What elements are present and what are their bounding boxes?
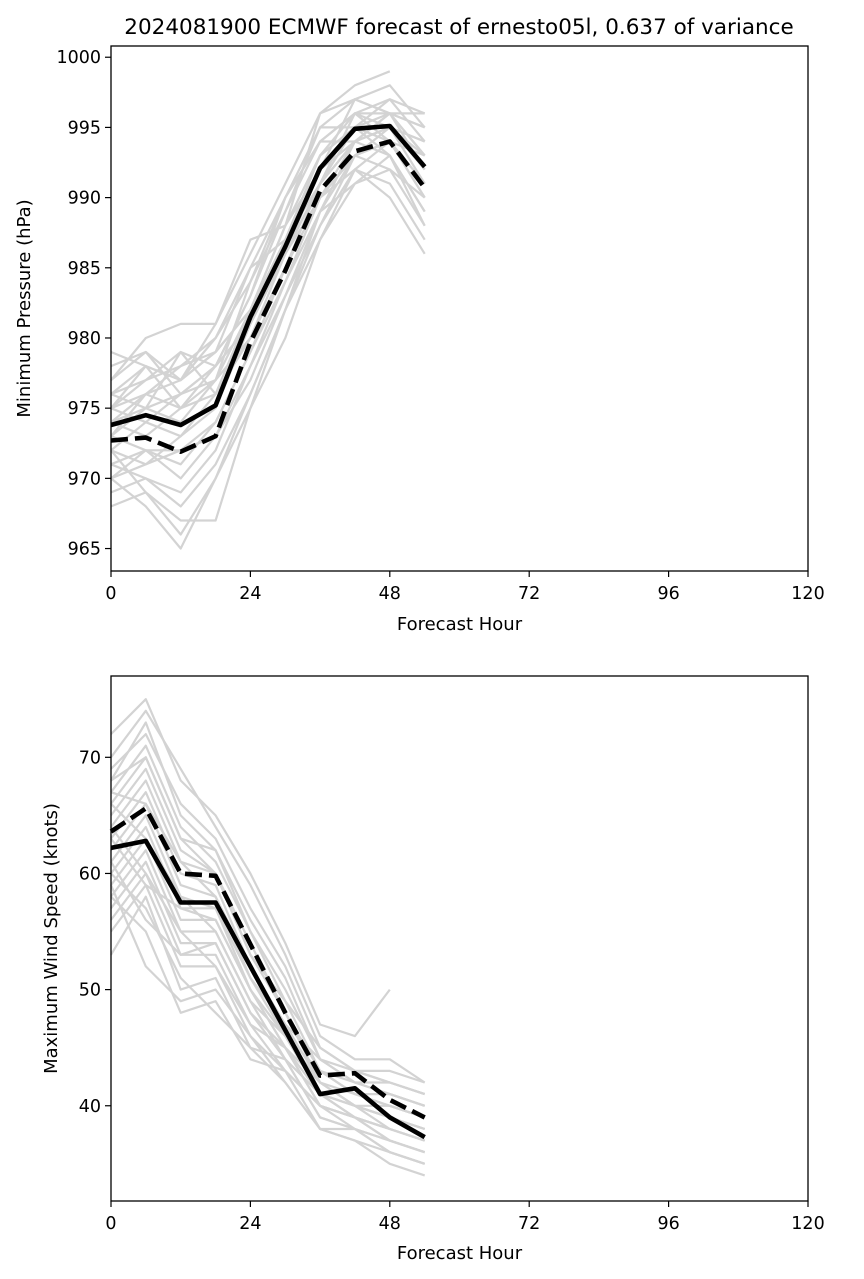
wind-ensemble-member-1 bbox=[110, 698, 391, 1038]
pressure-x-ticks: 0 24 48 72 96 120 bbox=[105, 571, 825, 604]
figure-title: 2024081900 ECMWF forecast of ernesto05l,… bbox=[124, 15, 793, 40]
wind-x-tick-label: 96 bbox=[657, 1214, 679, 1234]
wind-x-tick-label: 48 bbox=[379, 1214, 401, 1234]
pressure-ensemble-member-23 bbox=[110, 154, 426, 550]
pressure-y-ticks: 965 970 975 980 985 990 995 1000 bbox=[56, 48, 111, 560]
wind-x-tick-label: 72 bbox=[518, 1214, 540, 1234]
wind-ensemble-member-25 bbox=[109, 884, 426, 1165]
pressure-x-tick-label: 72 bbox=[518, 584, 540, 604]
wind-ensemble-member-27 bbox=[110, 837, 426, 1142]
pressure-ensemble-member-26 bbox=[110, 112, 426, 410]
pressure-y-tick-label: 990 bbox=[68, 189, 101, 209]
pressure-solid-mean-line bbox=[110, 123, 427, 428]
pressure-x-tick-label: 24 bbox=[239, 584, 261, 604]
wind-ensemble-member-9 bbox=[110, 791, 426, 1119]
pressure-y-tick-label: 995 bbox=[68, 118, 101, 138]
pressure-y-tick-label: 1000 bbox=[56, 48, 101, 68]
wind-ensemble-member-26 bbox=[110, 861, 426, 1154]
wind-dashed-mean-line bbox=[109, 806, 426, 1120]
pressure-x-axis-label: Forecast Hour bbox=[397, 614, 523, 635]
wind-x-tick-label: 0 bbox=[105, 1214, 116, 1234]
pressure-ensemble-member-5 bbox=[110, 112, 426, 409]
wind-x-ticks: 0 24 48 72 96 120 bbox=[105, 1201, 825, 1234]
pressure-y-tick-label: 980 bbox=[68, 329, 101, 349]
wind-x-axis-label: Forecast Hour bbox=[397, 1243, 523, 1264]
wind-ensemble-members bbox=[109, 698, 426, 1177]
wind-ensemble-member-13 bbox=[110, 837, 426, 1142]
pressure-x-tick-label: 0 bbox=[105, 584, 116, 604]
wind-ensemble-member-5 bbox=[110, 744, 426, 1096]
wind-y-tick-label: 50 bbox=[79, 981, 101, 1001]
pressure-y-tick-label: 985 bbox=[68, 259, 101, 279]
wind-panel: 0 24 48 72 96 120 40 50 60 70 Forecast Hour Maxi… bbox=[41, 675, 825, 1264]
pressure-panel: 0 24 48 72 96 120 965 970 975 980 985 990 995 1000 F… bbox=[14, 45, 825, 635]
wind-y-axis-label: Maximum Wind Speed (knots) bbox=[41, 803, 62, 1074]
pressure-y-tick-label: 965 bbox=[68, 540, 101, 560]
wind-x-tick-label: 24 bbox=[239, 1214, 261, 1234]
pressure-x-tick-label: 96 bbox=[657, 584, 679, 604]
pressure-ensemble-member-17 bbox=[110, 126, 426, 466]
pressure-dashed-mean-line bbox=[110, 139, 427, 454]
wind-ensemble-member-21 bbox=[110, 826, 426, 1131]
pressure-ensemble-member-24 bbox=[110, 168, 426, 522]
wind-solid-mean-line bbox=[110, 838, 426, 1140]
pressure-x-tick-label: 120 bbox=[791, 584, 824, 604]
wind-ensemble-member-17 bbox=[110, 884, 426, 1165]
pressure-y-tick-label: 975 bbox=[68, 399, 101, 419]
wind-y-tick-label: 40 bbox=[79, 1097, 101, 1117]
pressure-ensemble-member-7 bbox=[110, 112, 426, 410]
wind-ensemble-member-2 bbox=[110, 709, 426, 1084]
pressure-axes-frame bbox=[110, 45, 809, 572]
wind-y-tick-label: 60 bbox=[79, 864, 101, 884]
pressure-y-axis-label: Minimum Pressure (hPa) bbox=[14, 199, 35, 417]
wind-axes-frame bbox=[110, 675, 809, 1202]
pressure-ensemble-member-3 bbox=[110, 84, 426, 381]
wind-mean-lines bbox=[109, 806, 426, 1140]
pressure-y-tick-label: 970 bbox=[68, 469, 101, 489]
pressure-ensemble-member-27 bbox=[110, 140, 426, 437]
pressure-mean-lines bbox=[110, 123, 427, 454]
pressure-x-tick-label: 48 bbox=[379, 584, 401, 604]
wind-y-ticks: 40 50 60 70 bbox=[79, 748, 111, 1117]
pressure-ensemble-member-22 bbox=[110, 168, 426, 536]
wind-x-tick-label: 120 bbox=[791, 1214, 824, 1234]
wind-y-tick-label: 70 bbox=[79, 748, 101, 768]
